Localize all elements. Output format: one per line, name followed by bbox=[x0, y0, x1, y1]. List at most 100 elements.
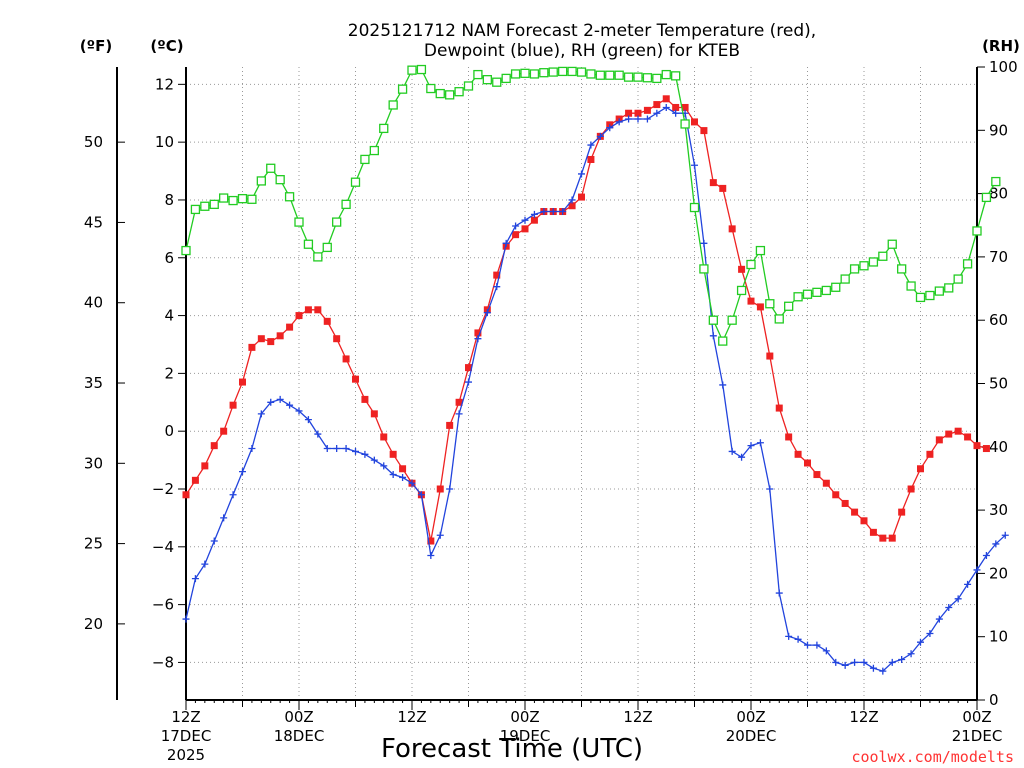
temperature-point bbox=[653, 101, 661, 109]
temperature-point bbox=[662, 95, 670, 103]
rh-point bbox=[689, 202, 700, 213]
dewpoint-point bbox=[907, 650, 915, 658]
temperature-point bbox=[945, 430, 953, 438]
dewpoint-point bbox=[935, 615, 943, 623]
rh-point bbox=[925, 290, 935, 301]
x-tick-label: 19DEC bbox=[500, 727, 551, 745]
celsius-unit-label: (ºC) bbox=[150, 37, 183, 55]
rh-tick-label: 40 bbox=[989, 438, 1008, 456]
rh-point bbox=[228, 195, 238, 206]
temperature-point bbox=[267, 338, 275, 346]
temperature-point bbox=[220, 427, 228, 435]
celsius-tick-label: 4 bbox=[164, 307, 174, 325]
temperature-point bbox=[898, 508, 906, 516]
rh-point bbox=[520, 68, 530, 78]
rh-tick-label: 0 bbox=[989, 691, 999, 709]
rh-point bbox=[614, 70, 624, 80]
rh-point bbox=[953, 274, 963, 284]
rh-point bbox=[350, 177, 361, 187]
rh-point bbox=[501, 73, 511, 84]
dewpoint-point bbox=[446, 485, 454, 493]
fahrenheit-tick-label: 30 bbox=[84, 454, 103, 472]
rh-point bbox=[802, 289, 813, 299]
dewpoint-point bbox=[841, 661, 849, 669]
rh-point bbox=[482, 75, 492, 85]
rh-point bbox=[416, 64, 427, 75]
rh-point bbox=[915, 292, 926, 303]
fahrenheit-tick-label: 20 bbox=[84, 615, 103, 633]
temperature-point bbox=[700, 127, 708, 135]
rh-point bbox=[812, 287, 822, 297]
dewpoint-point bbox=[417, 491, 425, 499]
dewpoint-point bbox=[691, 161, 698, 169]
dewpoint-point bbox=[182, 615, 190, 623]
dewpoint-point bbox=[662, 103, 670, 111]
temperature-point bbox=[719, 184, 727, 192]
dewpoint-point bbox=[239, 468, 246, 476]
dewpoint-point bbox=[596, 132, 604, 140]
rh-point bbox=[284, 192, 295, 202]
temperature-point bbox=[785, 433, 793, 441]
temperature-line bbox=[185, 97, 987, 542]
dewpoint-point bbox=[276, 395, 284, 403]
temperature-point bbox=[295, 312, 303, 320]
dewpoint-point bbox=[549, 208, 557, 216]
rh-point bbox=[887, 239, 897, 249]
x-tick-label: 12Z bbox=[171, 708, 200, 726]
dewpoint-point bbox=[295, 407, 303, 415]
rh-point bbox=[313, 252, 323, 262]
rh-point bbox=[397, 84, 408, 94]
dewpoint-point bbox=[700, 239, 708, 247]
rh-point bbox=[831, 282, 841, 292]
rh-point bbox=[774, 314, 784, 324]
temperature-point bbox=[229, 401, 237, 409]
temperature-point bbox=[578, 193, 585, 201]
celsius-tick-label: 12 bbox=[155, 75, 174, 93]
dewpoint-point bbox=[898, 656, 906, 664]
rh-point bbox=[181, 245, 191, 256]
x-tick-label: 17DEC bbox=[161, 727, 212, 745]
temperature-point bbox=[323, 317, 331, 325]
rh-tick-label: 20 bbox=[989, 564, 1008, 582]
temperature-point bbox=[465, 364, 472, 372]
data-series bbox=[181, 64, 1009, 675]
temperature-point bbox=[973, 442, 981, 450]
x-tick-label: 12Z bbox=[397, 708, 426, 726]
dewpoint-point bbox=[568, 196, 576, 204]
x-tick-label: 21DEC bbox=[952, 727, 1003, 745]
rh-tick-label: 50 bbox=[989, 375, 1008, 393]
fahrenheit-tick-label: 35 bbox=[84, 374, 103, 392]
rh-point bbox=[623, 72, 634, 82]
temperature-point bbox=[964, 433, 972, 441]
temperature-point bbox=[813, 471, 821, 479]
temperature-point bbox=[672, 103, 680, 111]
credit-label: coolwx.com/modelts bbox=[851, 748, 1014, 766]
dewpoint-point bbox=[672, 109, 680, 117]
temperature-point bbox=[841, 499, 849, 507]
dewpoint-point bbox=[314, 430, 322, 438]
temperature-point bbox=[822, 479, 830, 487]
dewpoint-line bbox=[185, 106, 1006, 672]
rh-point bbox=[209, 199, 219, 210]
temperature-point bbox=[389, 450, 397, 458]
temperature-point bbox=[314, 306, 322, 314]
dewpoint-point bbox=[201, 560, 209, 568]
rh-point bbox=[275, 175, 285, 185]
dewpoint-point bbox=[493, 283, 501, 291]
rh-tick-label: 10 bbox=[989, 628, 1008, 646]
dewpoint-point bbox=[427, 551, 435, 559]
rh-point bbox=[492, 77, 502, 87]
rh-point bbox=[539, 68, 549, 78]
temperature-point bbox=[304, 306, 312, 314]
dewpoint-point bbox=[794, 635, 802, 643]
temperature-point bbox=[794, 450, 802, 458]
rh-point bbox=[360, 154, 370, 165]
dewpoint-point bbox=[747, 442, 755, 450]
rh-point bbox=[548, 67, 558, 77]
dewpoint-point bbox=[982, 551, 990, 559]
temperature-point bbox=[917, 465, 924, 473]
dewpoint-point bbox=[389, 471, 397, 479]
dewpoint-point bbox=[709, 332, 717, 340]
rh-tick-label: 60 bbox=[989, 311, 1008, 329]
